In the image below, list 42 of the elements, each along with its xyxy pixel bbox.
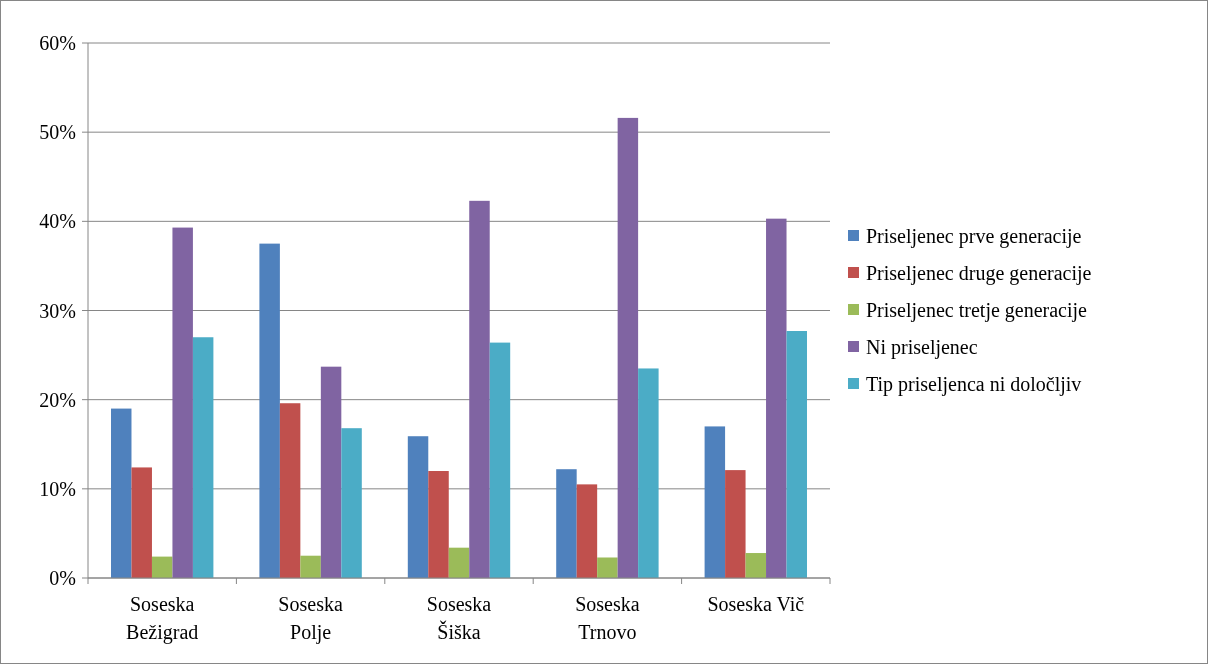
bar: [725, 470, 746, 578]
bar: [576, 484, 598, 578]
legend-label: Priseljenec tretje generacije: [866, 299, 1088, 322]
bar: [617, 117, 639, 578]
bar: [172, 227, 193, 578]
bar: [111, 408, 132, 578]
legend-label: Ni priseljenec: [866, 336, 978, 359]
legend-label: Tip priseljenca ni določljiv: [866, 373, 1082, 396]
bar: [341, 428, 362, 578]
bar: [428, 471, 449, 578]
bar: [766, 218, 787, 578]
x-tick-label: Soseska Bežigrad: [126, 593, 199, 644]
bar: [638, 368, 659, 578]
bar: [320, 366, 342, 578]
bar: [131, 467, 152, 578]
y-tick-label: 50%: [39, 121, 76, 144]
y-tick-label: 60%: [39, 32, 76, 54]
y-tick-label: 30%: [39, 299, 76, 322]
bar: [786, 331, 807, 578]
x-tick-label: Soseska Polje: [278, 593, 343, 644]
bar: [300, 555, 321, 578]
bar: [279, 403, 301, 578]
bar: [469, 200, 490, 578]
bar: [489, 342, 511, 578]
x-tick-label: Soseska Vič: [707, 593, 805, 615]
y-tick-label: 10%: [39, 477, 76, 500]
bar: [597, 557, 618, 578]
bar: [704, 426, 726, 578]
y-tick-label: 0%: [49, 567, 76, 589]
bar: [448, 547, 470, 578]
bar: [151, 556, 173, 578]
legend-label: Priseljenec druge generacije: [866, 262, 1092, 285]
legend-label: Priseljenec prve generacije: [866, 225, 1082, 248]
y-tick-label: 20%: [39, 388, 76, 411]
y-tick-label: 40%: [39, 210, 76, 233]
bar: [192, 337, 214, 578]
bar: [259, 243, 280, 578]
x-tick-label: Soseska Šiška: [426, 593, 492, 643]
bar: [407, 436, 429, 578]
bar: [745, 553, 767, 578]
x-tick-label: Soseska Trnovo: [575, 593, 640, 643]
bar: [556, 469, 577, 578]
